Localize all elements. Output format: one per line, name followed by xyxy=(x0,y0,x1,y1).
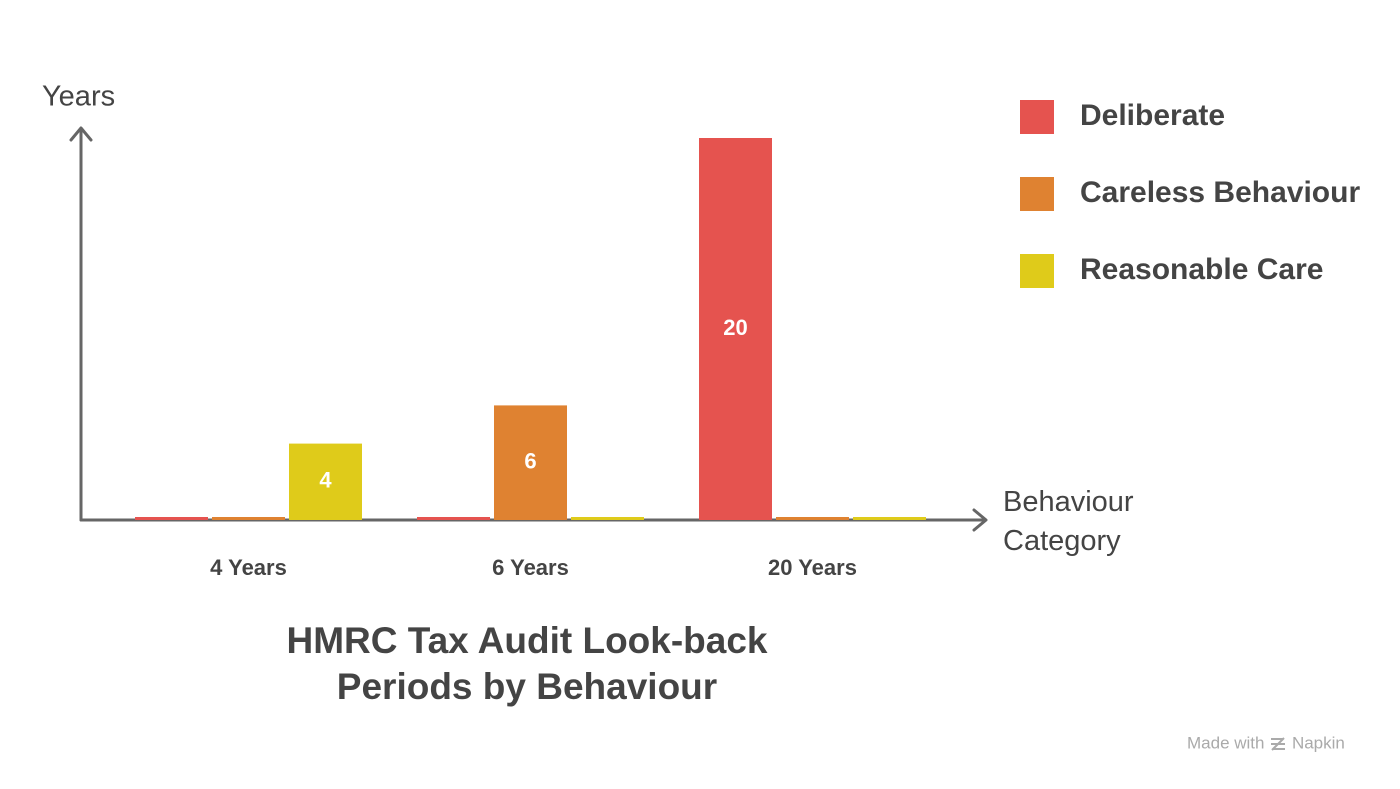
napkin-logo xyxy=(1271,736,1286,751)
footer-prefix: Made with xyxy=(1187,733,1265,753)
legend-label: Careless Behaviour xyxy=(1080,176,1360,209)
y-axis-label: Years xyxy=(42,81,115,113)
bar xyxy=(571,517,644,520)
bar xyxy=(776,517,849,520)
y-axis-arrow xyxy=(69,126,93,142)
bar xyxy=(494,405,567,520)
bar xyxy=(417,517,490,520)
legend-swatch xyxy=(1020,177,1054,211)
value-label: 20 xyxy=(723,315,747,340)
bar xyxy=(699,138,772,520)
x-tick-label: 4 Years xyxy=(210,555,287,580)
legend-swatch xyxy=(1020,254,1054,288)
chart-title: HMRC Tax Audit Look-back Periods by Beha… xyxy=(286,620,768,707)
bar xyxy=(135,517,208,520)
footer: Made with Napkin xyxy=(1187,733,1345,754)
x-axis-label: Behaviour Category xyxy=(1003,486,1134,557)
legend-label: Reasonable Care xyxy=(1080,253,1323,286)
value-label: 6 xyxy=(524,449,536,474)
footer-brand: Napkin xyxy=(1291,733,1345,753)
x-tick-label: 20 Years xyxy=(768,555,857,580)
bar xyxy=(853,517,926,520)
x-axis-arrow xyxy=(972,508,988,532)
bar xyxy=(289,443,362,520)
value-label: 4 xyxy=(319,468,332,493)
legend-label: Deliberate xyxy=(1080,99,1225,132)
bar xyxy=(212,517,285,520)
x-tick-label: 6 Years xyxy=(492,555,569,580)
legend-swatch xyxy=(1020,100,1054,134)
